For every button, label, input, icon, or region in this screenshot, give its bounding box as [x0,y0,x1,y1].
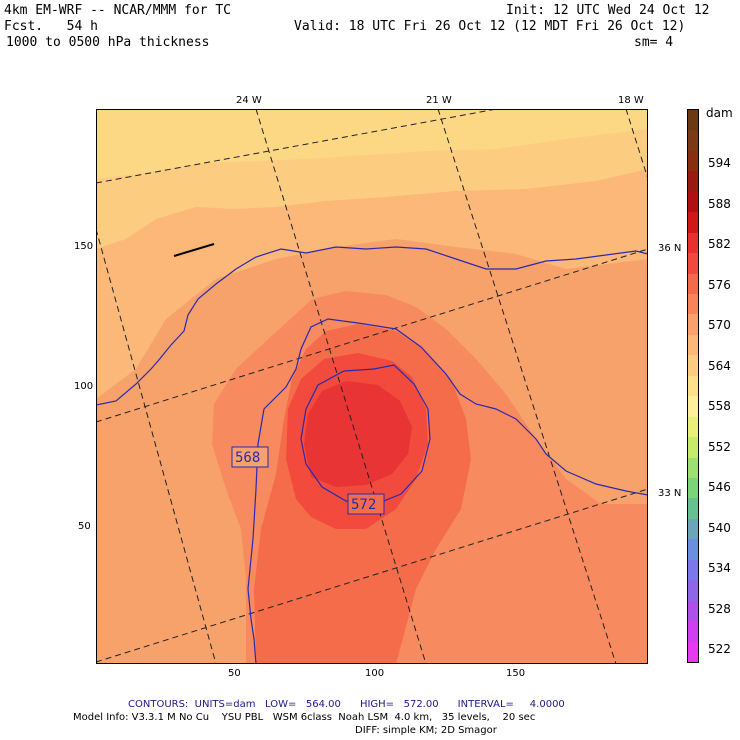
colorbar-segment [688,498,698,520]
fill-558-560 [96,109,648,179]
valid-time: Valid: 18 UTC Fri 26 Oct 12 (12 MDT Fri … [294,19,686,34]
colorbar [687,109,699,663]
colorbar-label: 552 [708,439,731,454]
wind-barb [173,243,215,257]
init-time: Init: 12 UTC Wed 24 Oct 12 [506,3,710,18]
colorbar-segment [688,150,698,172]
lon-label-18w: 18 W [618,95,644,106]
colorbar-segment [688,600,698,622]
contour-568 [247,318,648,664]
colorbar-segment [688,641,698,663]
colorbar-segment [688,396,698,418]
contour-564 [96,246,648,406]
contour-label-568: 568 [235,450,260,466]
fill-574-576 [304,381,412,487]
lat-label-33n: 33 N [658,488,682,499]
colorbar-segment [688,355,698,377]
colorbar-segment [688,375,698,397]
colorbar-label: 540 [708,520,731,535]
colorbar-label: 558 [708,399,731,413]
colorbar-segment [688,539,698,561]
lat-lon-grid [96,109,648,664]
map-frame [96,109,648,664]
colorbar-label: 534 [708,561,731,575]
contours-info: CONTOURS: UNITS=dam LOW= 564.00 HIGH= 57… [128,699,565,710]
y-tick-150: 150 [74,241,94,252]
colorbar-segment [688,621,698,643]
x-tick-50: 50 [228,668,241,679]
x-tick-150: 150 [506,668,526,679]
y-tick-100: 100 [74,381,94,392]
lon-label-24w: 24 W [236,95,262,106]
thickness-map: 568 572 [96,109,648,664]
colorbar-segment [688,334,698,356]
colorbar-segment [688,518,698,540]
smoothing-value: sm= 4 [634,35,674,50]
contour-label-572: 572 [351,497,376,513]
colorbar-label: 522 [708,642,731,656]
forecast-hour: Fcst. 54 h [4,19,98,34]
lon-label-21w: 21 W [426,95,452,106]
colorbar-segment [688,478,698,499]
colorbar-label: 546 [708,480,731,494]
colorbar-label: 570 [708,318,731,332]
colorbar-segment [688,580,698,602]
colorbar-label: 582 [708,237,731,251]
x-tick-100: 100 [365,668,385,679]
colorbar-segment [688,130,698,152]
colorbar-segment [688,437,698,459]
colorbar-segment [688,314,698,336]
colorbar-segment [688,110,698,131]
colorbar-segment [688,171,698,193]
colorbar-segment [688,416,698,438]
diff-info: DIFF: simple KM; 2D Smagor [355,725,497,736]
colorbar-segment [688,191,698,213]
colorbar-segment [688,273,698,295]
y-tick-50: 50 [78,521,91,532]
field-name: 1000 to 0500 hPa thickness [6,35,210,50]
contour-label-568-box [231,446,269,468]
contour-label-572-box [347,493,385,515]
colorbar-label: 588 [708,196,731,211]
colorbar-segment [688,232,698,254]
model-title: 4km EM-WRF -- NCAR/MMM for TC [4,3,231,18]
colorbar-label: 564 [708,358,731,373]
colorbar-unit: dam [706,106,733,120]
colorbar-segment [688,294,698,315]
colorbar-segment [688,457,698,479]
colorbar-label: 594 [708,156,731,170]
colorbar-label: 528 [708,601,731,616]
colorbar-segment [688,253,698,275]
colorbar-label: 576 [708,277,731,292]
lat-label-36n: 36 N [658,243,682,254]
model-info: Model Info: V3.3.1 M No Cu YSU PBL WSM 6… [73,712,536,723]
contour-572 [300,364,431,506]
colorbar-segment [688,212,698,234]
colorbar-segment [688,559,698,581]
